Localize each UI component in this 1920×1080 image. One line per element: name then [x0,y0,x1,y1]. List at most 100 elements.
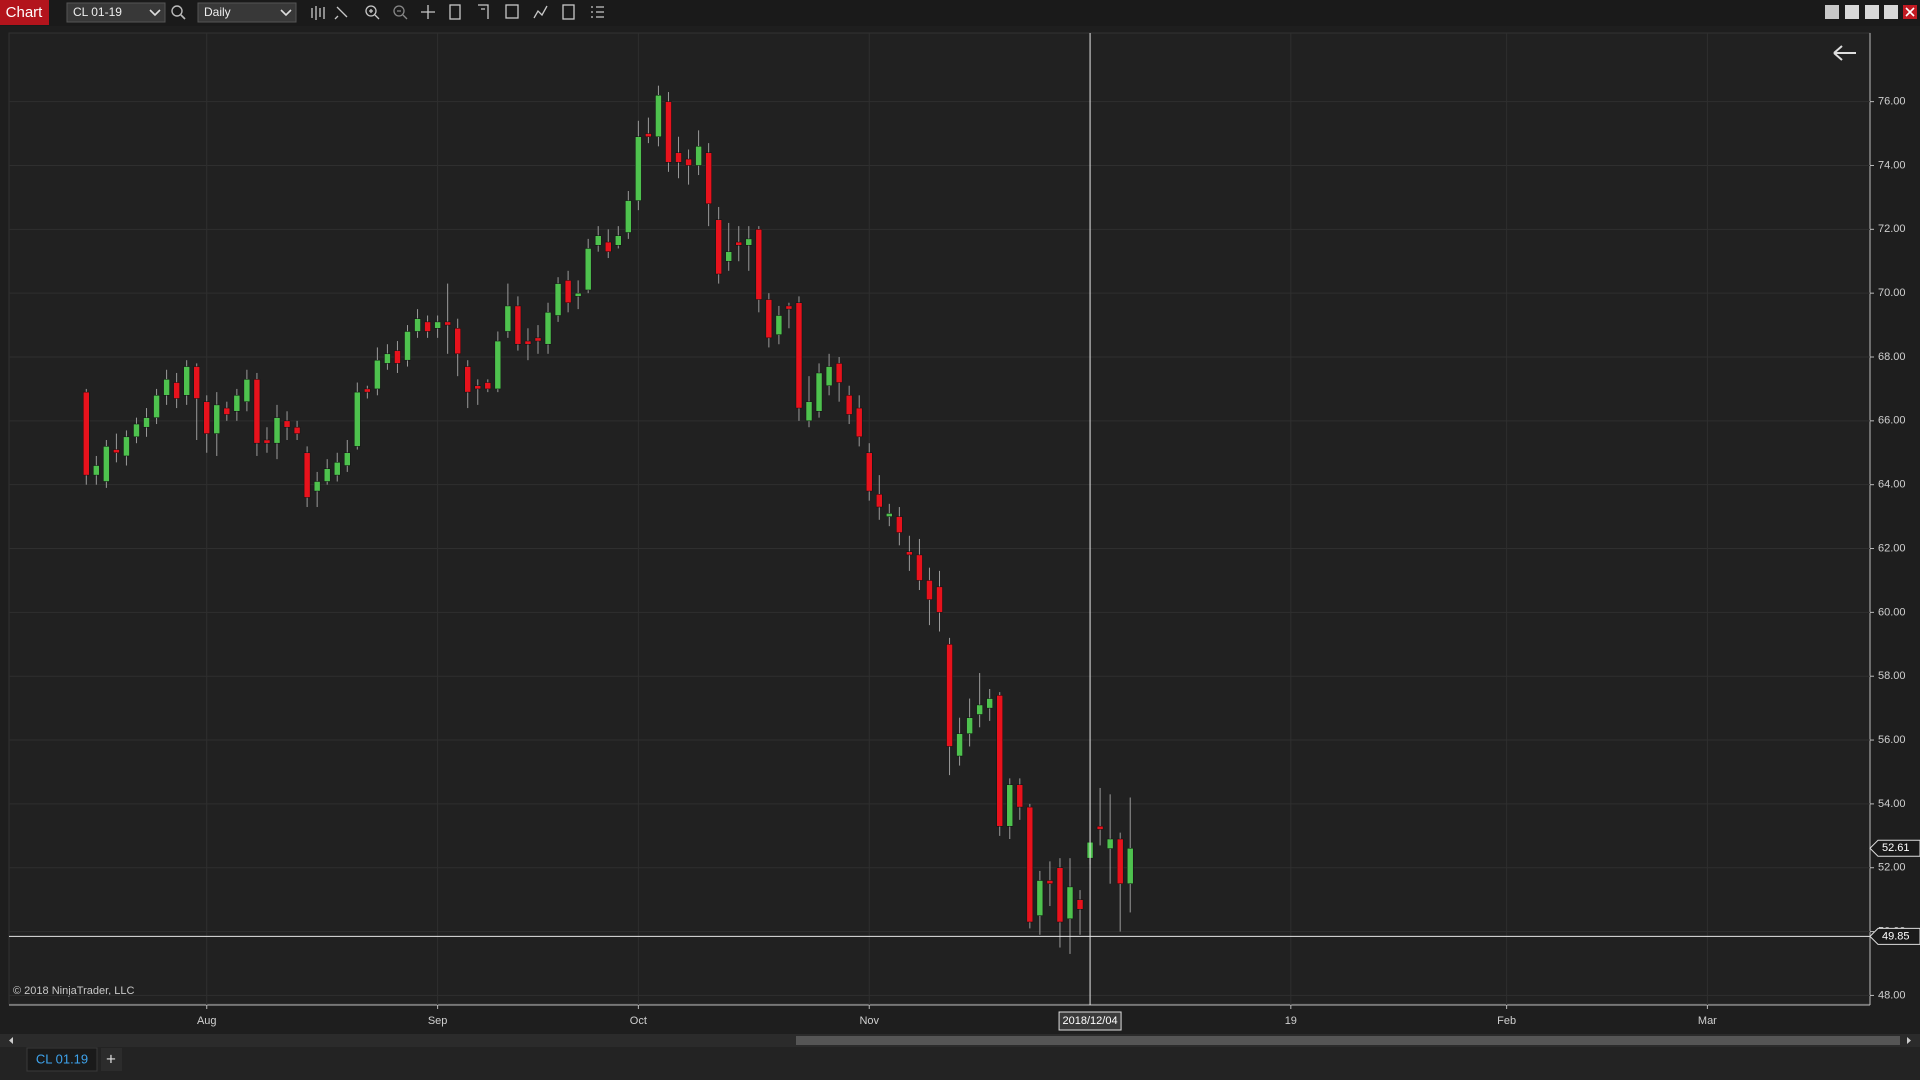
properties-icon[interactable] [449,4,461,20]
candle-body [283,420,291,428]
candle-body [715,219,722,275]
candle-body [896,516,903,533]
candle-body [815,372,823,412]
y-tick-label: 48.00 [1878,989,1906,1001]
candle-body [213,404,221,434]
list-icon[interactable] [591,6,604,18]
y-tick-label: 66.00 [1878,415,1906,427]
x-tick-label: Oct [630,1015,647,1027]
draw-icon[interactable] [334,6,348,20]
candle-body [364,388,371,393]
candle-body [956,733,963,757]
candle-body [394,350,401,364]
candle-body [474,385,482,390]
candle-body [454,328,461,355]
last-price-label: 52.61 [1882,842,1910,854]
candle-body [504,305,512,332]
candle-body [333,462,341,476]
candle-body [183,366,190,396]
candle-body [1126,848,1134,884]
candle-body [444,321,451,326]
candle-body [203,401,210,434]
candle-body [123,436,130,457]
candle-body [414,318,421,332]
y-tick-label: 62.00 [1878,542,1906,554]
candle-body [173,382,180,399]
candle-body [534,337,542,342]
candle-body [755,229,763,300]
bars-icon[interactable] [311,6,325,20]
minimize-button[interactable] [1865,5,1879,19]
candle-body [926,580,933,600]
candle-body [936,586,943,613]
candle-body [886,513,893,517]
indicators-icon[interactable] [505,4,519,19]
window-button[interactable] [1825,5,1839,19]
candle-body [1046,880,1054,884]
template-icon[interactable] [478,4,489,19]
candle-body [143,417,150,428]
instrument-select[interactable] [66,2,166,23]
dropdown-arrow[interactable] [149,9,161,17]
y-tick-label: 72.00 [1878,223,1906,235]
y-tick-label: 74.00 [1878,159,1906,171]
instrument-tab[interactable] [26,1047,98,1072]
candle-body [434,321,441,329]
candle-body [464,366,471,393]
restore-button[interactable] [1884,5,1898,19]
interval-select[interactable] [197,2,297,23]
candle-body [906,551,913,556]
candle-body [83,391,90,476]
candle-body [1076,899,1084,910]
candle-body [795,302,803,409]
strategies-icon[interactable] [533,5,548,19]
candle-body [996,695,1003,827]
zoom-in-icon[interactable] [365,5,377,17]
instrument-tab-label[interactable]: CL 01.19 [36,1051,88,1066]
x-tick-label: Mar [1698,1015,1717,1027]
candle-body [805,401,813,422]
y-tick-label: 52.00 [1878,862,1906,874]
candle-body [103,446,110,482]
candle-body [675,152,682,163]
candle-body [865,452,873,492]
candle-body [615,235,622,246]
candle-body [273,417,281,444]
calc-icon[interactable] [562,4,575,20]
y-tick-label: 76.00 [1878,96,1906,108]
candle-body [695,146,702,166]
plot-area [8,32,1871,1005]
scrollbar-thumb[interactable] [796,1036,1900,1045]
add-tab-label[interactable]: + [106,1049,116,1068]
instrument-label[interactable]: CL 01-19 [73,5,122,19]
candle-body [163,379,170,396]
candle-body [685,158,692,166]
last-price-label-box [1869,839,1920,857]
zoom-out-icon[interactable] [393,5,405,17]
add-tab-button[interactable] [101,1048,122,1071]
tool-icons[interactable] [311,4,604,20]
candle-body [524,340,532,345]
x-tick-label: Aug [197,1015,217,1027]
dropdown-arrow[interactable] [280,9,292,17]
chart-tab-label[interactable]: Chart [6,4,44,21]
chart-tab[interactable] [0,0,49,25]
search-icon[interactable] [171,5,183,17]
copyright: © 2018 NinjaTrader, LLC [13,985,134,997]
back-arrow[interactable] [1833,45,1856,61]
crosshair-date-label: 2018/12/04 [1063,1015,1118,1027]
y-tick-label: 56.00 [1878,734,1906,746]
candle-body [93,465,100,476]
candle-body [1016,784,1024,808]
interval-label[interactable]: Daily [204,5,231,19]
candle-body [514,305,522,345]
candle-body [745,238,753,246]
tab-bar [0,1047,1920,1080]
x-tick-label: Feb [1497,1015,1516,1027]
window-button[interactable] [1845,5,1859,19]
candle-body [1106,838,1114,849]
zoom-in-glyph [369,9,380,20]
crosshair-icon[interactable] [421,5,435,19]
candle-body [564,280,572,303]
